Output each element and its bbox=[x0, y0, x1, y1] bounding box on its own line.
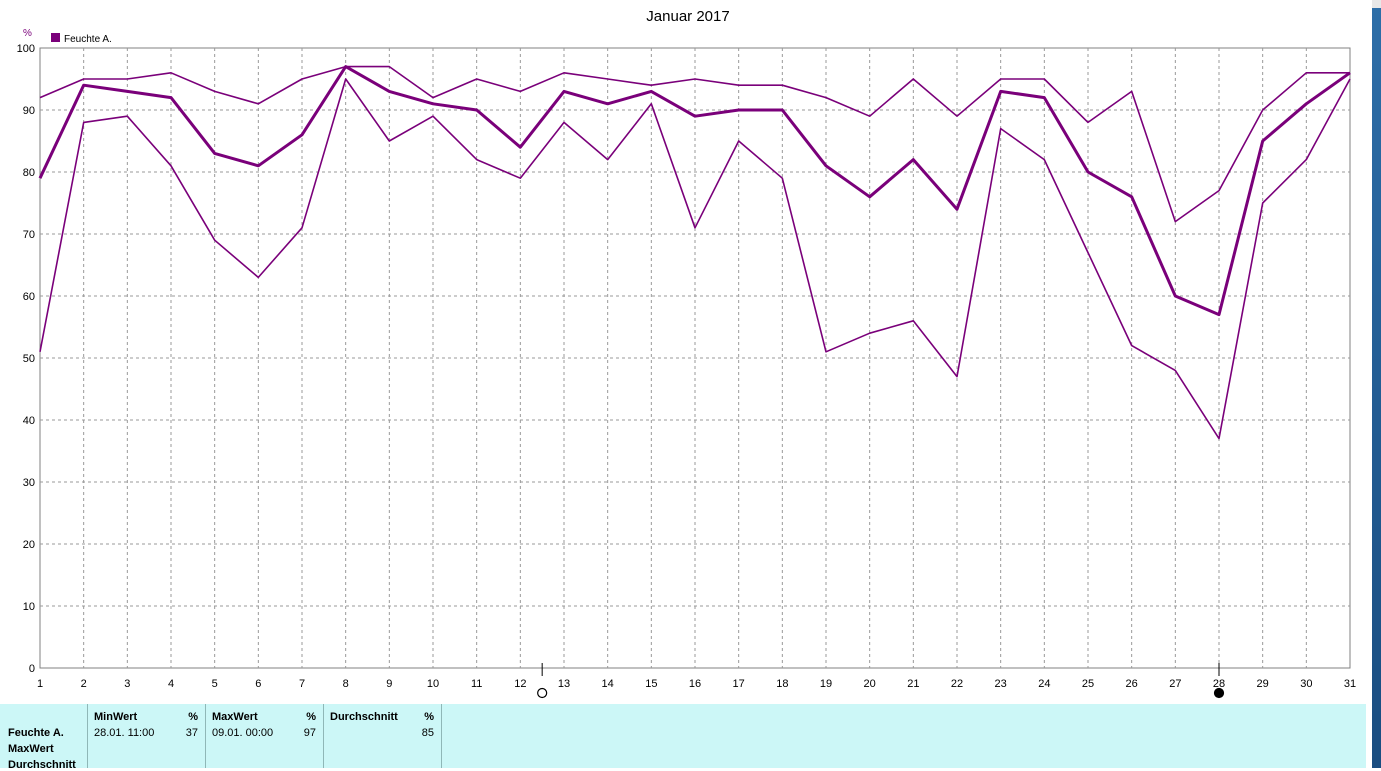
x-tick-label: 22 bbox=[951, 678, 963, 690]
statistics-panel: Feuchte A. MaxWert Durchschnitt MinWert … bbox=[0, 704, 1366, 771]
y-tick-label: 80 bbox=[23, 167, 35, 179]
x-tick-label: 8 bbox=[343, 678, 349, 690]
stat-value: 85 bbox=[421, 727, 434, 739]
stat-column-minwert: MinWert % 28.01. 11:00 37 bbox=[87, 704, 205, 768]
x-tick-label: 5 bbox=[212, 678, 218, 690]
stat-unit: % bbox=[424, 711, 434, 723]
x-tick-label: 27 bbox=[1169, 678, 1181, 690]
filled-circle-marker bbox=[1213, 687, 1225, 699]
x-tick-label: 16 bbox=[689, 678, 701, 690]
x-tick-label: 18 bbox=[776, 678, 788, 690]
stat-value: 37 bbox=[185, 727, 198, 739]
series-line-average bbox=[38, 65, 1351, 317]
stat-unit: % bbox=[306, 711, 316, 723]
x-tick-label: 29 bbox=[1257, 678, 1269, 690]
x-tick-label: 10 bbox=[427, 678, 439, 690]
stat-header: MaxWert bbox=[212, 711, 258, 723]
stat-header: MinWert bbox=[94, 711, 138, 723]
x-tick-label: 20 bbox=[864, 678, 876, 690]
row-label-durchschnitt: Durchschnitt bbox=[8, 759, 76, 771]
x-tick-label: 26 bbox=[1126, 678, 1138, 690]
x-tick-label: 6 bbox=[255, 678, 261, 690]
y-tick-label: 10 bbox=[23, 601, 35, 613]
x-tick-label: 17 bbox=[733, 678, 745, 690]
x-tick-label: 4 bbox=[168, 678, 174, 690]
x-tick-label: 9 bbox=[386, 678, 392, 690]
x-tick-label: 23 bbox=[995, 678, 1007, 690]
y-tick-label: 50 bbox=[23, 353, 35, 365]
legend-label: Feuchte A. bbox=[64, 34, 112, 45]
stat-date: 28.01. 11:00 bbox=[94, 727, 155, 739]
x-tick-label: 1 bbox=[37, 678, 43, 690]
stat-unit: % bbox=[188, 711, 198, 723]
x-tick-label: 7 bbox=[299, 678, 305, 690]
row-label-maxwert: MaxWert bbox=[8, 743, 54, 755]
y-tick-label: 90 bbox=[23, 105, 35, 117]
stat-header: Durchschnitt bbox=[330, 711, 398, 723]
y-tick-label: 100 bbox=[17, 43, 35, 55]
y-tick-label: 30 bbox=[23, 477, 35, 489]
x-tick-label: 13 bbox=[558, 678, 570, 690]
x-tick-label: 15 bbox=[645, 678, 657, 690]
x-tick-label: 28 bbox=[1213, 678, 1225, 690]
row-label-sensor: Feuchte A. bbox=[8, 727, 64, 739]
x-tick-label: 25 bbox=[1082, 678, 1094, 690]
x-tick-label: 19 bbox=[820, 678, 832, 690]
y-unit-label: % bbox=[23, 28, 32, 39]
x-tick-label: 12 bbox=[514, 678, 526, 690]
x-tick-label: 24 bbox=[1038, 678, 1050, 690]
x-tick-label: 2 bbox=[81, 678, 87, 690]
series-line-min bbox=[39, 78, 1351, 440]
window-edge bbox=[1372, 0, 1381, 768]
humidity-chart: Januar 2017 % Feuchte A. 0 10 20 30 40 50 60 70… bbox=[17, 8, 1356, 699]
chart-title: Januar 2017 bbox=[646, 8, 729, 25]
open-circle-marker bbox=[537, 687, 548, 699]
stat-column-maxwert: MaxWert % 09.01. 00:00 97 bbox=[205, 704, 323, 768]
x-tick-label: 11 bbox=[471, 678, 482, 690]
stat-column-durchschnitt: Durchschnitt % 85 bbox=[323, 704, 442, 768]
x-tick-label: 30 bbox=[1300, 678, 1312, 690]
x-tick-label: 31 bbox=[1344, 678, 1356, 690]
stat-value: 97 bbox=[303, 727, 316, 739]
stats-row-labels: Feuchte A. MaxWert Durchschnitt bbox=[0, 704, 86, 771]
x-tick-label: 3 bbox=[124, 678, 130, 690]
series-line-max bbox=[39, 65, 1350, 223]
y-tick-label: 40 bbox=[23, 415, 35, 427]
window-edge-top bbox=[1372, 0, 1381, 8]
y-tick-label: 0 bbox=[29, 663, 35, 675]
y-tick-label: 70 bbox=[23, 229, 35, 241]
y-tick-label: 20 bbox=[23, 539, 35, 551]
legend-swatch bbox=[51, 33, 60, 42]
y-tick-label: 60 bbox=[23, 291, 35, 303]
x-tick-label: 14 bbox=[602, 678, 614, 690]
x-tick-label: 21 bbox=[907, 678, 919, 690]
stat-date: 09.01. 00:00 bbox=[212, 727, 274, 739]
